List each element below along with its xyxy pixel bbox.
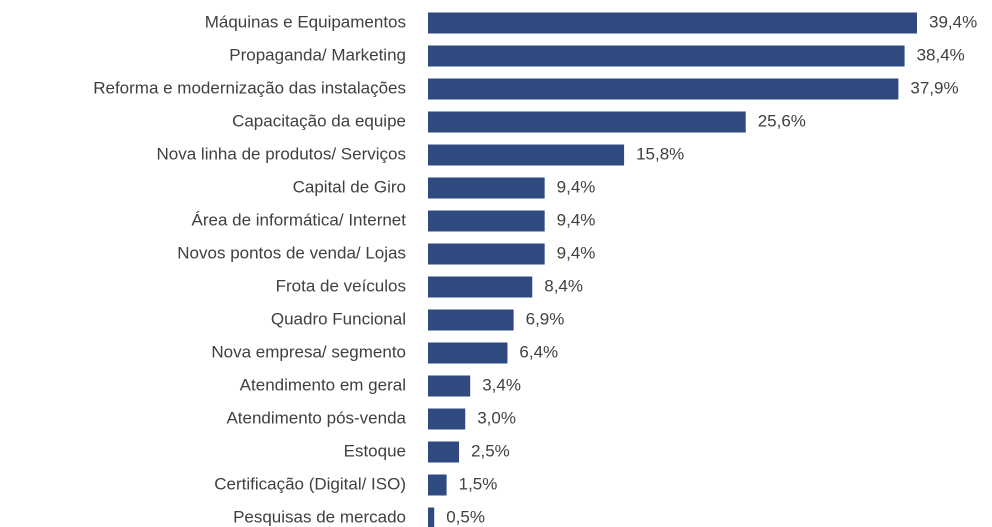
value-label: 3,4% [482,375,521,394]
bar [428,507,435,527]
category-label: Área de informática/ Internet [191,210,406,229]
category-label: Certificação (Digital/ ISO) [214,474,406,493]
bar [428,111,746,133]
category-label: Propaganda/ Marketing [229,45,406,64]
value-label: 3,0% [477,408,516,427]
category-label: Novos pontos de venda/ Lojas [177,243,406,262]
value-label: 9,4% [557,210,596,229]
value-label: 0,5% [446,507,485,526]
bar [428,408,466,430]
category-label: Estoque [344,441,406,460]
value-label: 6,9% [526,309,565,328]
category-label: Atendimento em geral [240,375,406,394]
value-label: 38,4% [917,45,965,64]
bar [428,45,905,67]
category-label: Nova linha de produtos/ Serviços [157,144,406,163]
category-label: Nova empresa/ segmento [211,342,406,361]
value-label: 1,5% [459,474,498,493]
category-label: Quadro Funcional [271,309,406,328]
value-label: 6,4% [519,342,558,361]
bar [428,276,533,298]
value-label: 15,8% [636,144,684,163]
value-label: 2,5% [471,441,510,460]
bar [428,309,514,331]
value-label: 25,6% [758,111,806,130]
category-label: Reforma e modernização das instalações [93,78,406,97]
category-label: Capital de Giro [293,177,406,196]
bar [428,177,545,199]
bar [428,342,508,364]
bar [428,474,447,496]
bar [428,375,471,397]
category-label: Frota de veículos [276,276,406,295]
bar [428,12,917,34]
bar [428,78,899,100]
value-label: 37,9% [910,78,958,97]
value-label: 8,4% [544,276,583,295]
value-label: 9,4% [557,243,596,262]
bar [428,243,545,265]
value-label: 9,4% [557,177,596,196]
bar [428,144,625,166]
category-label: Máquinas e Equipamentos [205,12,406,31]
category-label: Pesquisas de mercado [233,507,406,526]
category-label: Capacitação da equipe [232,111,406,130]
category-label: Atendimento pós-venda [226,408,406,427]
value-label: 39,4% [929,12,977,31]
bar [428,441,460,463]
bar [428,210,545,232]
